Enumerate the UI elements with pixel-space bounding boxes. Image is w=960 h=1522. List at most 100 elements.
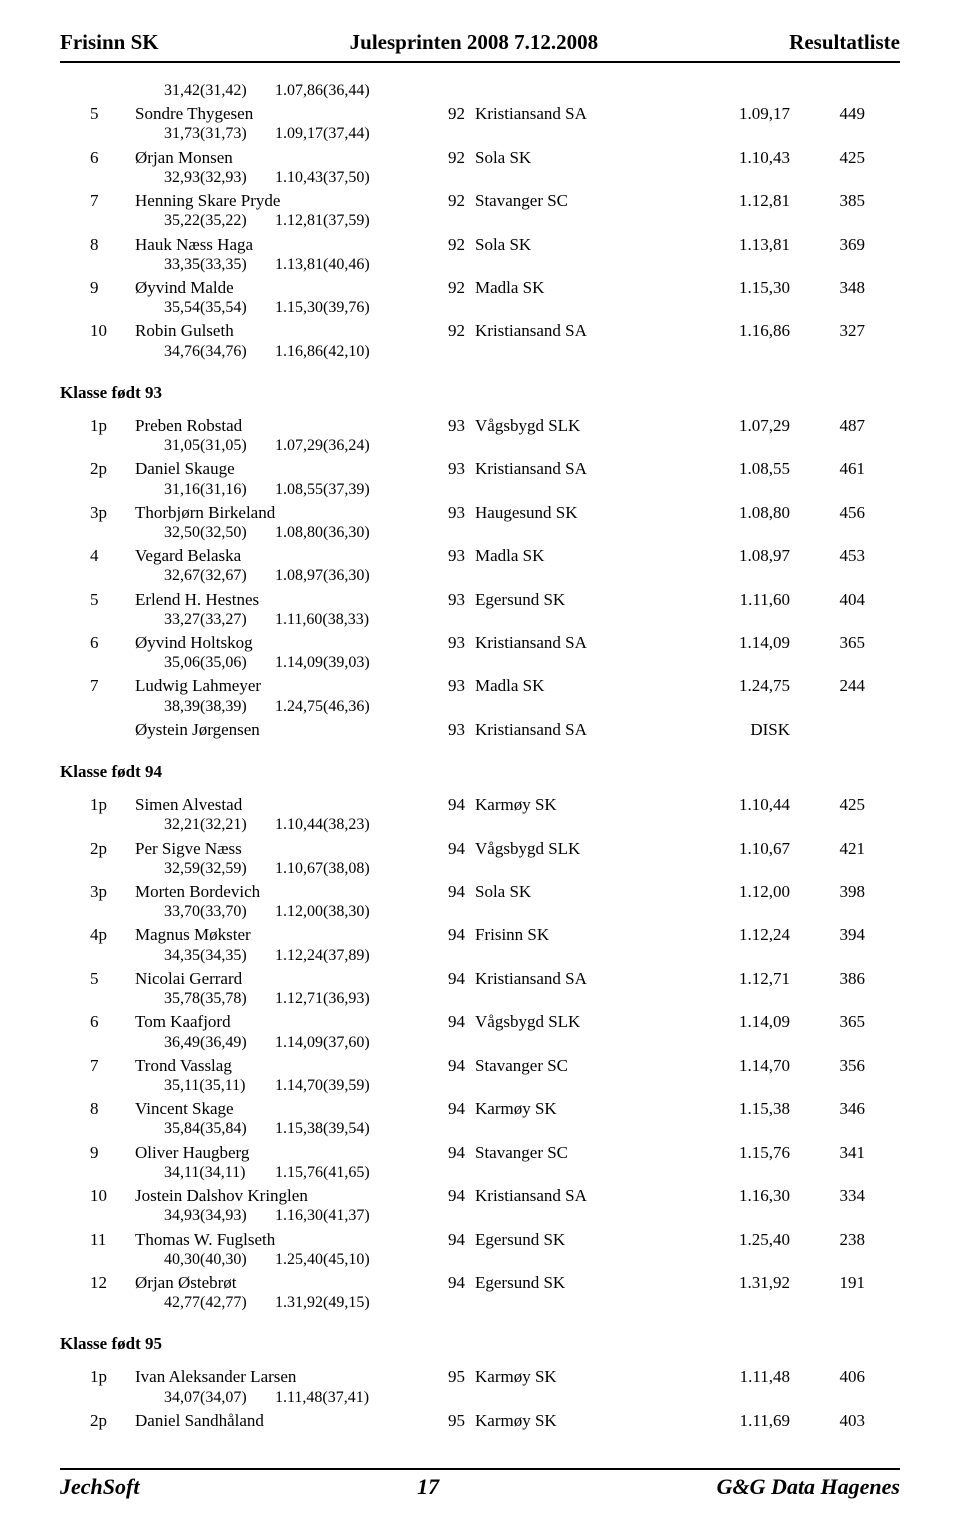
time: 1.11,69 xyxy=(695,1410,790,1431)
place: 1p xyxy=(60,415,135,436)
place: 5 xyxy=(60,103,135,124)
club: Kristiansand SA xyxy=(475,719,695,740)
split-1: 34,76(34,76) xyxy=(60,342,275,361)
athlete-name: Magnus Møkster xyxy=(135,924,395,945)
split-2: 1.08,80(36,30) xyxy=(275,523,455,542)
year: 94 xyxy=(395,1011,475,1032)
result-entry: 8Vincent Skage94Karmøy SK1.15,3834635,84… xyxy=(60,1098,900,1138)
split-row: 34,35(34,35)1.12,24(37,89) xyxy=(60,946,900,965)
split-1: 40,30(40,30) xyxy=(60,1250,275,1269)
club: Madla SK xyxy=(475,545,695,566)
points: 398 xyxy=(790,881,865,902)
athlete-name: Trond Vasslag xyxy=(135,1055,395,1076)
year: 93 xyxy=(395,415,475,436)
athlete-name: Hauk Næss Haga xyxy=(135,234,395,255)
year: 94 xyxy=(395,881,475,902)
club: Madla SK xyxy=(475,277,695,298)
result-row: 5Sondre Thygesen92Kristiansand SA1.09,17… xyxy=(60,103,900,124)
split-1: 34,93(34,93) xyxy=(60,1206,275,1225)
result-entry: 1pSimen Alvestad94Karmøy SK1.10,4442532,… xyxy=(60,794,900,834)
place: 2p xyxy=(60,458,135,479)
year: 92 xyxy=(395,277,475,298)
time: 1.12,00 xyxy=(695,881,790,902)
split-row: 35,06(35,06)1.14,09(39,03) xyxy=(60,653,900,672)
split-2: 1.15,30(39,76) xyxy=(275,298,455,317)
split-2: 1.12,81(37,59) xyxy=(275,211,455,230)
points: 385 xyxy=(790,190,865,211)
split-2: 1.14,70(39,59) xyxy=(275,1076,455,1095)
result-row: 2pDaniel Sandhåland95Karmøy SK1.11,69403 xyxy=(60,1410,900,1431)
result-row: 3pThorbjørn Birkeland93Haugesund SK1.08,… xyxy=(60,502,900,523)
points: 348 xyxy=(790,277,865,298)
points: 191 xyxy=(790,1272,865,1293)
time: 1.09,17 xyxy=(695,103,790,124)
page-header: Frisinn SK Julesprinten 2008 7.12.2008 R… xyxy=(60,30,900,63)
club: Kristiansand SA xyxy=(475,103,695,124)
section-title: Klasse født 95 xyxy=(60,1334,900,1354)
place: 9 xyxy=(60,1142,135,1163)
points: 394 xyxy=(790,924,865,945)
result-row: 10Robin Gulseth92Kristiansand SA1.16,863… xyxy=(60,320,900,341)
time: 1.16,86 xyxy=(695,320,790,341)
split-row: 31,16(31,16)1.08,55(37,39) xyxy=(60,480,900,499)
result-entry: 10Robin Gulseth92Kristiansand SA1.16,863… xyxy=(60,320,900,360)
athlete-name: Oliver Haugberg xyxy=(135,1142,395,1163)
athlete-name: Ivan Aleksander Larsen xyxy=(135,1366,395,1387)
place: 6 xyxy=(60,147,135,168)
time: 1.16,30 xyxy=(695,1185,790,1206)
result-entry: 4pMagnus Møkster94Frisinn SK1.12,2439434… xyxy=(60,924,900,964)
split-row: 35,22(35,22)1.12,81(37,59) xyxy=(60,211,900,230)
time: 1.13,81 xyxy=(695,234,790,255)
result-row: 11Thomas W. Fuglseth94Egersund SK1.25,40… xyxy=(60,1229,900,1250)
result-row: 7Ludwig Lahmeyer93Madla SK1.24,75244 xyxy=(60,675,900,696)
result-entry: 7Ludwig Lahmeyer93Madla SK1.24,7524438,3… xyxy=(60,675,900,715)
club: Kristiansand SA xyxy=(475,968,695,989)
split-1: 34,07(34,07) xyxy=(60,1388,275,1407)
split-1: 31,73(31,73) xyxy=(60,124,275,143)
athlete-name: Preben Robstad xyxy=(135,415,395,436)
club: Egersund SK xyxy=(475,1272,695,1293)
split-1: 32,50(32,50) xyxy=(60,523,275,542)
result-entry: 9Øyvind Malde92Madla SK1.15,3034835,54(3… xyxy=(60,277,900,317)
club: Karmøy SK xyxy=(475,1366,695,1387)
result-row: 1pPreben Robstad93Vågsbygd SLK1.07,29487 xyxy=(60,415,900,436)
result-entry: 5Nicolai Gerrard94Kristiansand SA1.12,71… xyxy=(60,968,900,1008)
result-row: 4pMagnus Møkster94Frisinn SK1.12,24394 xyxy=(60,924,900,945)
result-row: 12Ørjan Østebrøt94Egersund SK1.31,92191 xyxy=(60,1272,900,1293)
time: DISK xyxy=(695,719,790,740)
time: 1.15,76 xyxy=(695,1142,790,1163)
split-1: 35,06(35,06) xyxy=(60,653,275,672)
place: 7 xyxy=(60,190,135,211)
result-entry: 2pPer Sigve Næss94Vågsbygd SLK1.10,67421… xyxy=(60,838,900,878)
footer-center: 17 xyxy=(417,1474,439,1500)
split-1: 35,78(35,78) xyxy=(60,989,275,1008)
place: 1p xyxy=(60,1366,135,1387)
time: 1.11,48 xyxy=(695,1366,790,1387)
time: 1.14,09 xyxy=(695,632,790,653)
athlete-name: Vincent Skage xyxy=(135,1098,395,1119)
points: 244 xyxy=(790,675,865,696)
points: 453 xyxy=(790,545,865,566)
time: 1.14,09 xyxy=(695,1011,790,1032)
athlete-name: Per Sigve Næss xyxy=(135,838,395,859)
year: 92 xyxy=(395,103,475,124)
year: 94 xyxy=(395,838,475,859)
club: Frisinn SK xyxy=(475,924,695,945)
result-row: 6Øyvind Holtskog93Kristiansand SA1.14,09… xyxy=(60,632,900,653)
athlete-name: Robin Gulseth xyxy=(135,320,395,341)
split-2: 1.15,38(39,54) xyxy=(275,1119,455,1138)
time: 1.08,55 xyxy=(695,458,790,479)
split-row: 38,39(38,39)1.24,75(46,36) xyxy=(60,697,900,716)
points: 487 xyxy=(790,415,865,436)
year: 95 xyxy=(395,1410,475,1431)
time: 1.11,60 xyxy=(695,589,790,610)
result-entry: 6Ørjan Monsen92Sola SK1.10,4342532,93(32… xyxy=(60,147,900,187)
split-row: 31,73(31,73)1.09,17(37,44) xyxy=(60,124,900,143)
split-2: 1.11,48(37,41) xyxy=(275,1388,455,1407)
athlete-name: Ludwig Lahmeyer xyxy=(135,675,395,696)
split-1: 33,27(33,27) xyxy=(60,610,275,629)
split-row: 33,70(33,70)1.12,00(38,30) xyxy=(60,902,900,921)
split-1: 35,11(35,11) xyxy=(60,1076,275,1095)
result-row: 1pSimen Alvestad94Karmøy SK1.10,44425 xyxy=(60,794,900,815)
result-entry: 11Thomas W. Fuglseth94Egersund SK1.25,40… xyxy=(60,1229,900,1269)
